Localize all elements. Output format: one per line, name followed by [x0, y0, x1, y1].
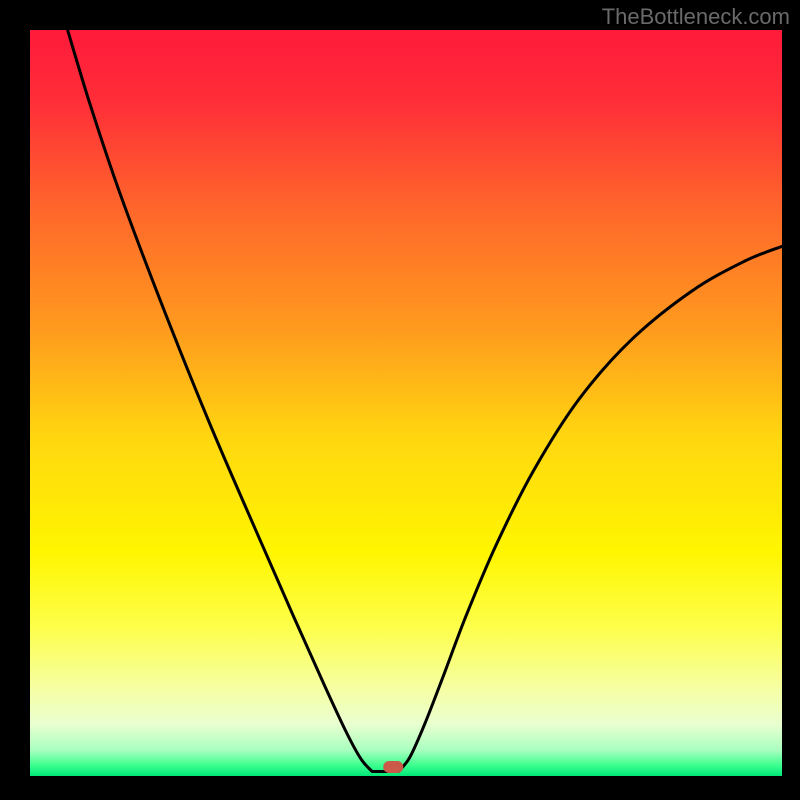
chart-curve-svg [30, 30, 782, 776]
chart-plot-area [30, 30, 782, 776]
plot-outer-frame [0, 0, 800, 800]
bottleneck-curve [68, 30, 782, 772]
watermark-text: TheBottleneck.com [602, 4, 790, 30]
optimum-marker [383, 761, 403, 773]
